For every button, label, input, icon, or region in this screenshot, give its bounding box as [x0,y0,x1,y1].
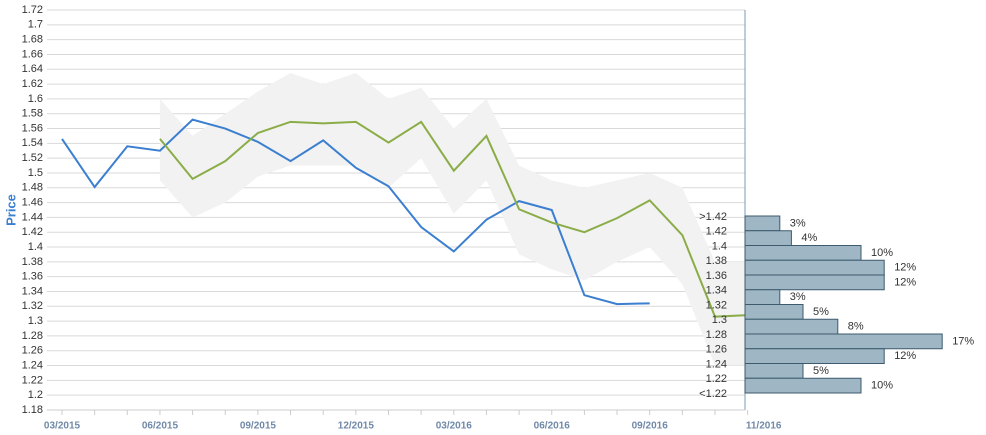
histogram-bar [744,304,804,320]
bin-label: <1.22 [699,388,727,400]
y-tick-label: 1.22 [22,374,43,386]
bar-value-label: 8% [848,321,864,333]
bar-value-label: 5% [813,306,829,318]
x-tick-label: 06/2016 [534,421,571,432]
histogram-bar [744,333,943,350]
y-tick-label: 1.58 [22,108,43,120]
y-tick-label: 1.24 [22,359,43,371]
histogram-bar [744,215,781,232]
y-tick-label: 1.5 [28,167,43,179]
bin-label: 1.42 [706,226,727,238]
x-tick-label: 03/2016 [436,421,473,432]
y-tick-label: 1.64 [22,63,43,75]
bin-label: 1.32 [706,299,727,311]
bar-value-label: 12% [894,262,916,274]
x-tick-label: 03/2015 [44,421,81,432]
line-series [159,120,748,318]
x-tick-label: 09/2015 [240,421,277,432]
y-tick-label: 1.62 [22,78,43,90]
y-tick-label: 1.52 [22,152,43,164]
histogram-bar [744,289,781,305]
y-tick-label: 1.7 [28,19,43,31]
bar-value-label: 12% [894,276,916,288]
histogram-bar [744,363,804,379]
bin-label: 1.38 [706,255,727,267]
bin-label: 1.34 [706,285,727,297]
y-tick-label: 1.72 [22,4,43,16]
bar-value-label: 10% [871,380,893,392]
y-tick-label: 1.68 [22,34,43,46]
y-tick-label: 1.6 [28,93,43,105]
bin-label: 1.36 [706,270,727,282]
bar-value-label: 3% [790,217,806,229]
histogram-bar [744,230,792,246]
histogram-bar [744,259,885,276]
y-tick-label: 1.48 [22,182,43,194]
y-tick-label: 1.3 [28,315,43,327]
bin-label: 1.22 [706,373,727,385]
y-tick-label: 1.36 [22,271,43,283]
histogram-bar [744,245,862,261]
bar-value-label: 12% [894,350,916,362]
x-tick-label: 06/2015 [142,421,179,432]
y-axis-label: Price [3,194,18,226]
x-tick-label: 12/2015 [338,421,375,432]
forecast-band [159,72,748,366]
bar-value-label: 10% [871,247,893,259]
histogram-bar [744,348,885,364]
bar-value-label: 3% [790,291,806,303]
y-tick-label: 1.28 [22,330,43,342]
histogram-bar [744,274,885,291]
x-tick-label: 09/2016 [632,421,669,432]
y-tick-label: 1.54 [22,137,43,149]
y-tick-label: 1.38 [22,256,43,268]
y-tick-label: 1.44 [22,211,43,223]
y-tick-label: 1.32 [22,300,43,312]
y-tick-label: 1.2 [28,389,43,401]
bin-label: >1.42 [699,211,727,223]
bin-label: 1.24 [706,358,727,370]
line-series [61,118,650,306]
y-tick-label: 1.34 [22,285,43,297]
bin-label: 1.4 [712,240,727,252]
y-tick-label: 1.42 [22,226,43,238]
bar-value-label: 17% [952,335,974,347]
y-tick-label: 1.46 [22,196,43,208]
y-tick-label: 1.4 [28,241,43,253]
y-tick-label: 1.56 [22,122,43,134]
y-tick-label: 1.18 [22,404,43,416]
x-tick-label: 11/2016 [746,421,782,432]
bar-value-label: 4% [801,232,817,244]
histogram-bar [744,377,862,394]
bin-label: 1.26 [706,344,727,356]
y-tick-label: 1.26 [22,345,43,357]
y-tick-label: 1.66 [22,48,43,60]
bar-value-label: 5% [813,365,829,377]
bin-label: 1.3 [712,314,727,326]
bin-label: 1.28 [706,329,727,341]
histogram-bar [744,318,839,335]
